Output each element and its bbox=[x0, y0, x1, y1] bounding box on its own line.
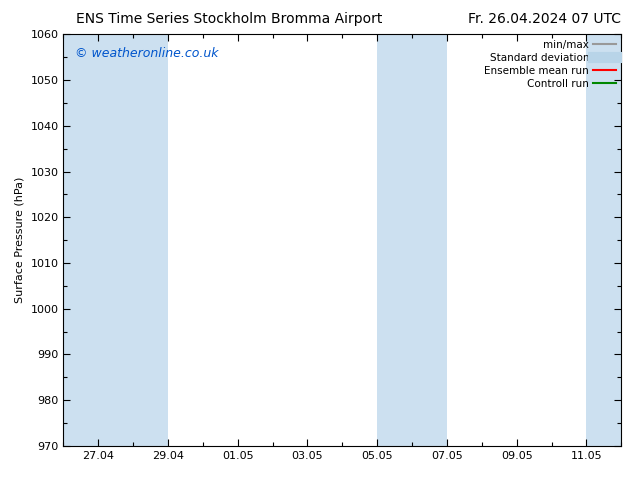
Bar bbox=[377, 34, 447, 446]
Legend: min/max, Standard deviation, Ensemble mean run, Controll run: min/max, Standard deviation, Ensemble me… bbox=[484, 40, 616, 89]
Text: © weatheronline.co.uk: © weatheronline.co.uk bbox=[75, 47, 218, 60]
Text: Fr. 26.04.2024 07 UTC: Fr. 26.04.2024 07 UTC bbox=[469, 12, 621, 26]
Text: ENS Time Series Stockholm Bromma Airport: ENS Time Series Stockholm Bromma Airport bbox=[76, 12, 382, 26]
Bar bbox=[586, 34, 621, 446]
Bar bbox=[63, 34, 168, 446]
Y-axis label: Surface Pressure (hPa): Surface Pressure (hPa) bbox=[15, 177, 25, 303]
